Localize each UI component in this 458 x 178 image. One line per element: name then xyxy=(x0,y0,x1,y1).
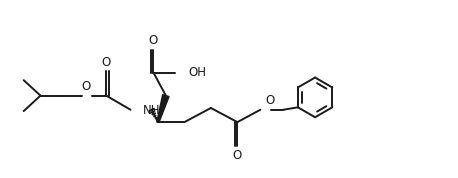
Text: O: O xyxy=(266,94,275,107)
Text: OH: OH xyxy=(188,66,206,79)
Text: NH: NH xyxy=(143,104,160,117)
Text: O: O xyxy=(102,56,111,69)
Polygon shape xyxy=(157,95,169,122)
Text: O: O xyxy=(233,149,242,162)
Text: O: O xyxy=(149,34,158,47)
Text: O: O xyxy=(82,80,91,93)
